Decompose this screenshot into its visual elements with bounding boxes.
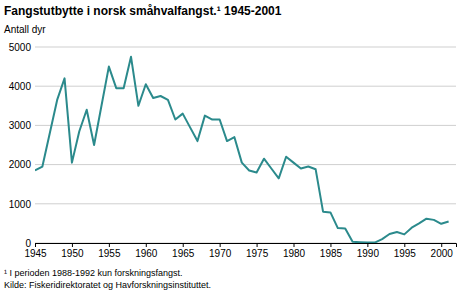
- x-tick: 1945: [24, 243, 47, 259]
- x-tick-mark: [183, 243, 184, 247]
- x-tick: 1980: [283, 243, 306, 259]
- x-tick-label: 1945: [24, 248, 47, 259]
- x-axis-line: [36, 244, 457, 248]
- y-axis-title: Antall dyr: [4, 24, 46, 35]
- title: Fangstutbytte i norsk småhvalfangst.¹ 19…: [4, 4, 282, 18]
- y-tick: 3000: [9, 120, 35, 131]
- y-axis: 0 1000 2000 3000 4000 5000: [9, 42, 36, 249]
- x-tick-mark: [109, 243, 110, 247]
- x-tick-label: 1985: [320, 248, 343, 259]
- x-tick-mark: [72, 243, 73, 247]
- x-tick: 1970: [209, 243, 232, 259]
- x-tick: 1995: [394, 243, 417, 259]
- x-tick-label: 1960: [135, 248, 158, 259]
- y-axis-line: [35, 48, 36, 244]
- chart: Fangstutbytte i norsk småhvalfangst.¹ 19…: [0, 0, 464, 295]
- x-tick: 1955: [98, 243, 121, 259]
- x-tick: 1975: [246, 243, 269, 259]
- x-tick: 1985: [320, 243, 343, 259]
- x-tick: 2000: [431, 243, 454, 259]
- y-tick-label: 2000: [9, 159, 32, 170]
- x-tick-label: 1980: [283, 248, 306, 259]
- grid-line: [35, 86, 456, 87]
- x-tick-label: 1975: [246, 248, 269, 259]
- footnote: ¹ I perioden 1988-1992 kun forskningsfan…: [4, 268, 183, 278]
- x-tick-label: 1965: [172, 248, 195, 259]
- plot-area: [35, 57, 449, 243]
- y-tick-label: 0: [25, 238, 31, 249]
- y-tick-label: 1000: [9, 199, 32, 210]
- x-tick-mark: [257, 243, 258, 247]
- x-tick-mark: [367, 243, 368, 247]
- x-tick: 1965: [172, 243, 195, 259]
- x-tick-label: 1995: [394, 248, 417, 259]
- y-tick: 0: [25, 238, 35, 249]
- y-tick: 4000: [9, 81, 35, 92]
- y-tick-label: 4000: [9, 81, 32, 92]
- grid-line: [35, 47, 456, 48]
- y-tick-label: 3000: [9, 120, 32, 131]
- x-tick-mark: [294, 243, 295, 247]
- x-tick: 1990: [357, 243, 380, 259]
- x-tick-label: 1990: [357, 248, 380, 259]
- x-tick-mark: [35, 243, 36, 247]
- x-tick-mark: [330, 243, 331, 247]
- grid: [35, 47, 456, 243]
- x-tick-label: 1955: [98, 248, 121, 259]
- x-tick-mark: [441, 243, 442, 247]
- x-tick-label: 1970: [209, 248, 232, 259]
- grid-line: [35, 203, 456, 204]
- footnote: Kilde: Fiskeridirektoratet og Havforskni…: [4, 280, 211, 290]
- y-tick: 2000: [9, 159, 35, 170]
- x-tick-mark: [146, 243, 147, 247]
- grid-line: [35, 164, 456, 165]
- y-tick: 5000: [9, 42, 35, 53]
- footnotes: ¹ I perioden 1988-1992 kun forskningsfan…: [4, 268, 211, 290]
- x-axis: 1945 1950 1955 1960 1965 1970 1975 1980 1985 1990…: [24, 243, 456, 259]
- y-tick: 1000: [9, 199, 35, 210]
- x-tick-label: 1950: [61, 248, 84, 259]
- data-line: [35, 57, 449, 243]
- x-tick-label: 2000: [431, 248, 454, 259]
- y-tick-label: 5000: [9, 42, 32, 53]
- x-tick-mark: [220, 243, 221, 247]
- x-tick: 1960: [135, 243, 158, 259]
- x-tick-mark: [404, 243, 405, 247]
- x-tick: 1950: [61, 243, 84, 259]
